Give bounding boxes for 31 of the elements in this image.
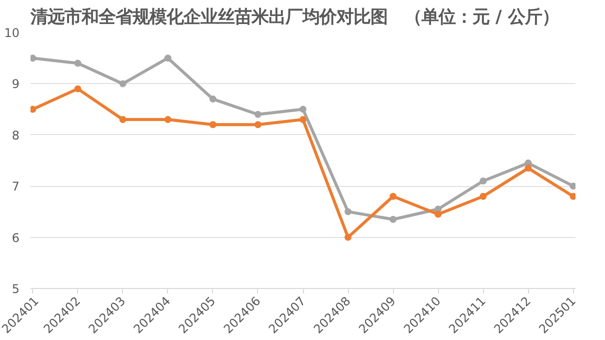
point (74, 85, 82, 92)
y-tick-label: 7 (12, 180, 20, 194)
point (434, 210, 442, 218)
point (480, 177, 487, 184)
point (390, 216, 397, 223)
point (524, 164, 532, 172)
point (209, 96, 216, 103)
point (30, 106, 36, 113)
y-tick-label: 6 (12, 230, 20, 245)
point (254, 110, 262, 118)
point (390, 192, 397, 200)
point (119, 80, 126, 88)
chart-title: 清远市和全省规模化企业丝苗米出厂均价对比图 （单位：元 / 公斤） (30, 8, 559, 28)
point (119, 116, 126, 124)
point (570, 182, 576, 190)
point (300, 116, 306, 124)
y-tick-label: 10 (4, 26, 20, 40)
y-tick-label: 5 (12, 282, 20, 296)
point (344, 208, 352, 216)
point (254, 121, 262, 128)
y-tick-label: 8 (12, 128, 20, 142)
point (344, 234, 352, 241)
point (300, 106, 306, 113)
point (30, 54, 36, 62)
point (480, 192, 487, 200)
point (164, 54, 172, 62)
point (570, 192, 576, 200)
point (164, 116, 172, 124)
point (74, 60, 82, 67)
y-tick-label: 9 (12, 77, 20, 92)
point (209, 121, 216, 128)
